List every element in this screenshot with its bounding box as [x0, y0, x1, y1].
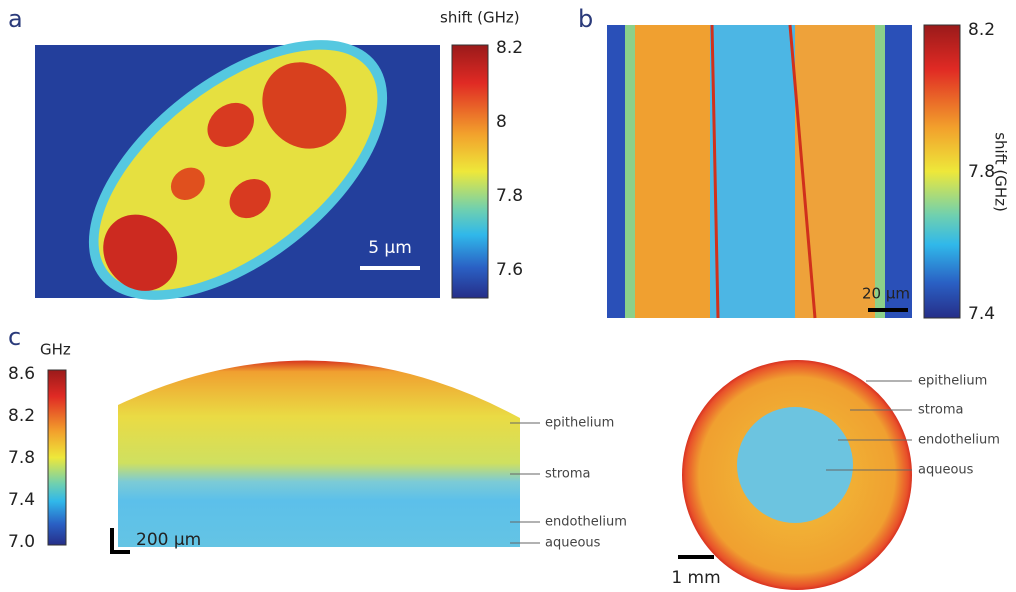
tissue [710, 25, 795, 318]
colorbar-title: shift (GHz) [440, 9, 520, 27]
colorbar-tick-label: 7.6 [496, 260, 523, 280]
colorbar-tick-label: 8.2 [968, 20, 995, 40]
colorbar-tick-label: 7.8 [8, 448, 35, 468]
annotation: endothelium [918, 433, 1000, 448]
colorbar-tick-label: 8.2 [8, 406, 35, 426]
panel-label: a [8, 5, 23, 33]
colorbar [48, 370, 66, 545]
colorbar [452, 45, 488, 298]
panel-label: b [578, 5, 593, 33]
colorbar-tick-label: 8 [496, 112, 507, 132]
annotation: aqueous [918, 463, 974, 478]
annotation: stroma [918, 403, 964, 418]
figure: a 5 µm shift (GHz) b 20 µm shift (GHz) c… [0, 0, 1016, 592]
panel-label: c [8, 323, 21, 351]
scalebar-label: 20 µm [862, 285, 910, 303]
page: a 5 µm shift (GHz) b 20 µm shift (GHz) c… [0, 0, 1016, 592]
colorbar-tick-label: 7.8 [968, 162, 995, 182]
annotation: epithelium [918, 374, 987, 389]
annotation: stroma [545, 467, 591, 482]
colorbar-tick-label: 7.8 [496, 186, 523, 206]
colorbar-tick-label: 7.0 [8, 532, 35, 552]
tissue [635, 25, 715, 318]
colorbar-tick-label: 7.4 [8, 490, 35, 510]
scalebar-label: 200 µm [136, 530, 201, 550]
cornea-center [737, 407, 853, 523]
scalebar-label: 1 mm [671, 568, 720, 588]
colorbar-tick-label: 8.2 [496, 38, 523, 58]
scalebar-label: 5 µm [368, 238, 412, 258]
tissue [795, 25, 875, 318]
colorbar-tick-label: 8.6 [8, 364, 35, 384]
colorbar-title: GHz [40, 341, 71, 359]
colorbar [924, 25, 960, 318]
colorbar-tick-label: 7.4 [968, 304, 995, 324]
annotation: aqueous [545, 536, 601, 551]
annotation: epithelium [545, 416, 614, 431]
cross-section [118, 361, 520, 547]
annotation: endothelium [545, 515, 627, 530]
